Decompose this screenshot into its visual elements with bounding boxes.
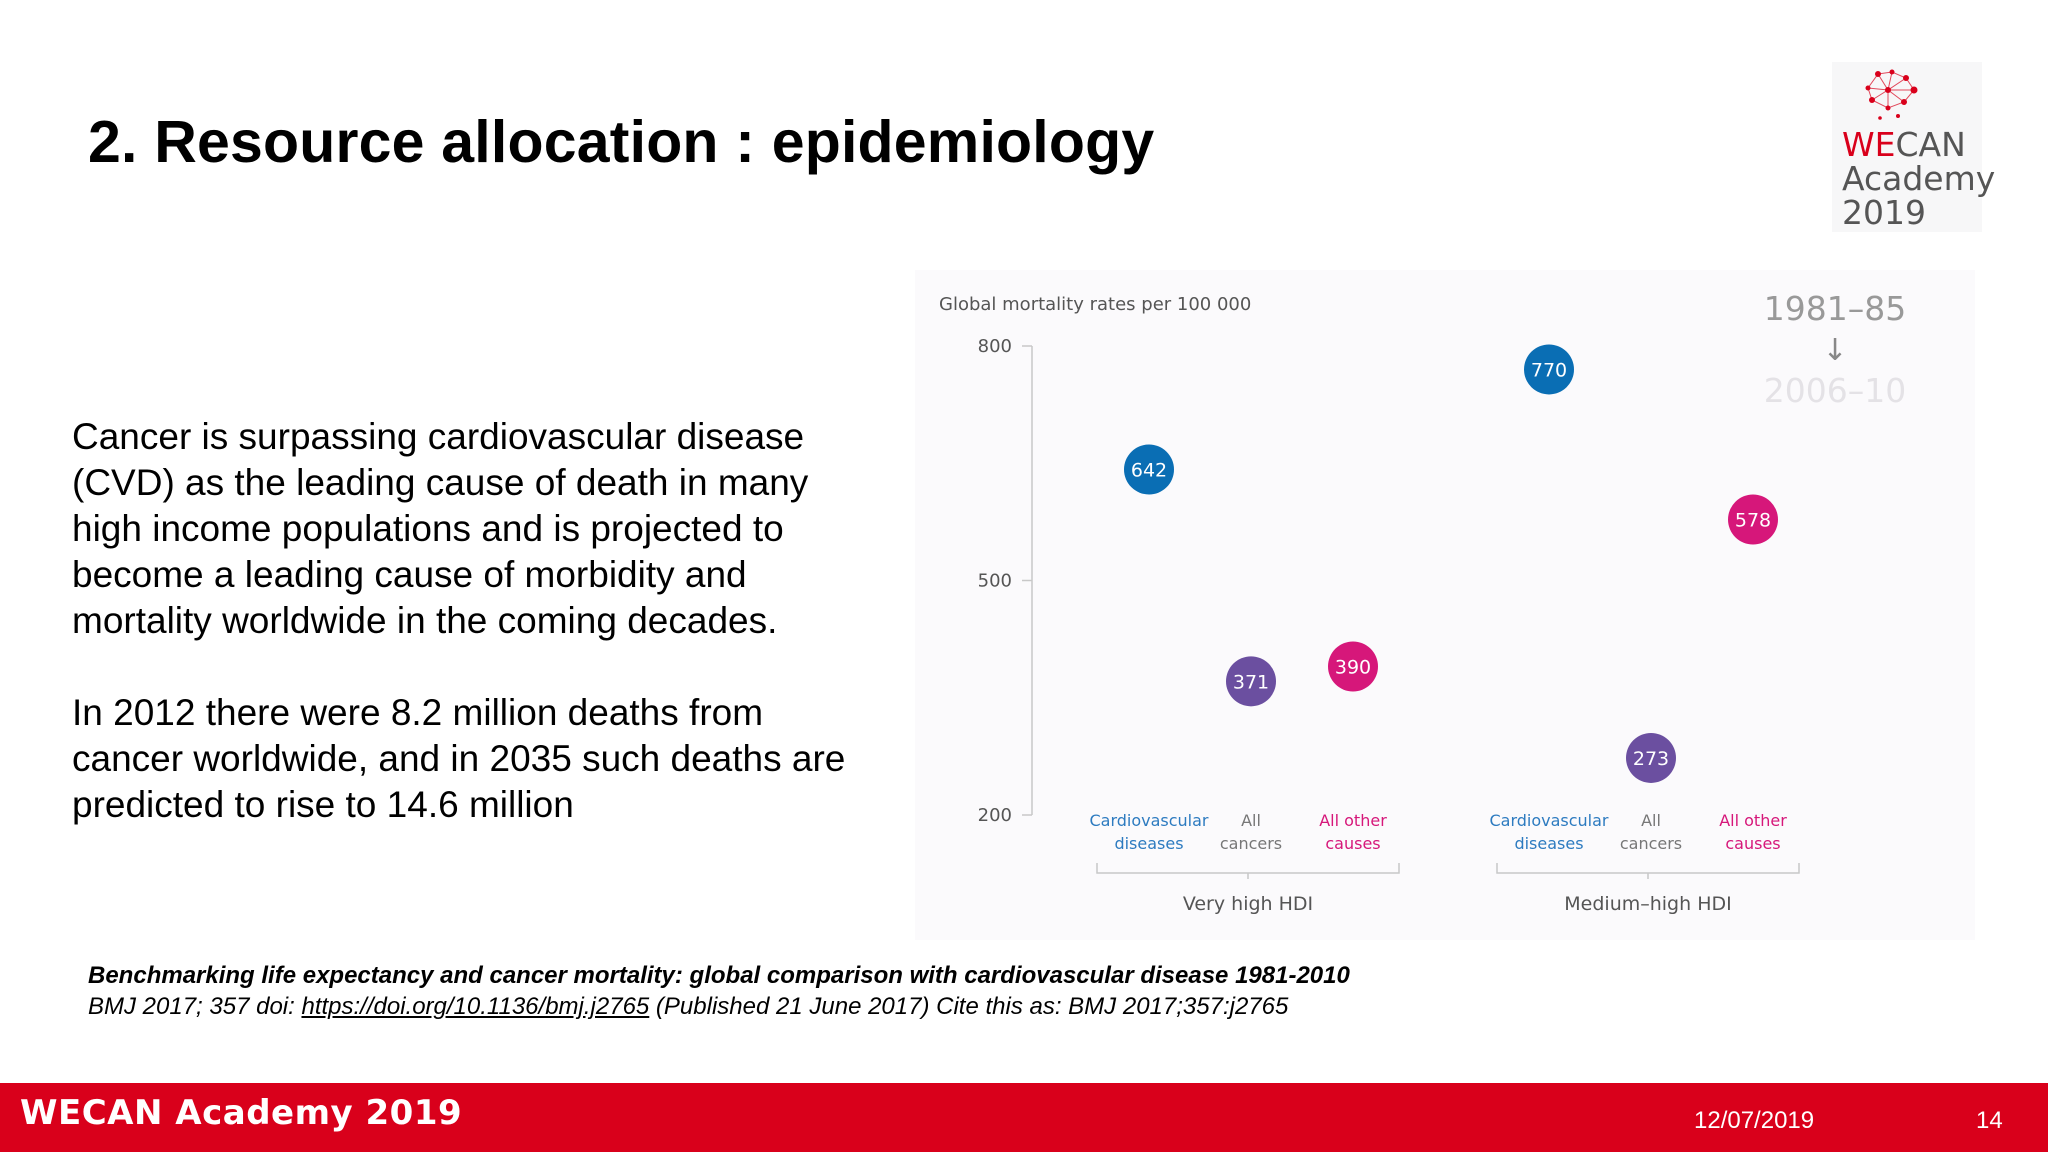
wecan-academy-logo: WECAN Academy 2019 — [1832, 62, 1995, 232]
legend-arrow: ↓ — [1822, 333, 1847, 368]
data-point — [1328, 641, 1378, 692]
category-label: cancers — [1620, 834, 1682, 853]
data-point — [1226, 656, 1276, 707]
group-label: Very high HDI — [1183, 893, 1313, 915]
data-value-label: 578 — [1735, 510, 1771, 532]
data-value-label: 642 — [1131, 460, 1167, 482]
citation-suffix: (Published 21 June 2017) Cite this as: B… — [649, 993, 1289, 1020]
data-point — [1626, 732, 1676, 783]
data-value-label: 273 — [1633, 748, 1669, 770]
category-label: causes — [1325, 834, 1380, 853]
network-logo-icon — [1865, 69, 1918, 120]
footer-page-number: 14 — [1976, 1107, 2003, 1134]
logo-we: WE — [1842, 125, 1896, 164]
citation-prefix: BMJ 2017; 357 doi: — [88, 993, 302, 1020]
category-label: All — [1241, 811, 1261, 830]
data-value-label: 371 — [1233, 671, 1269, 693]
group-bracket — [1496, 863, 1800, 879]
slide-title: 2. Resource allocation : epidemiology — [88, 109, 1155, 175]
category-label: causes — [1725, 834, 1780, 853]
logo-line-2: Academy — [1842, 159, 1996, 198]
citation-title: Benchmarking life expectancy and cancer … — [88, 962, 1350, 989]
mortality-chart-svg: Global mortality rates per 100 000 800 500… — [939, 289, 1906, 915]
logo-line-3: 2019 — [1842, 193, 1926, 232]
body-paragraph-1: Cancer is surpassing cardiovascular dise… — [72, 416, 809, 641]
body-paragraph-2: In 2012 there were 8.2 million deaths fr… — [72, 692, 846, 825]
category-label: Cardiovascular — [1489, 811, 1608, 830]
data-point — [1728, 494, 1778, 545]
y-tick-label: 200 — [978, 805, 1012, 826]
logo-text: WECAN Academy 2019 — [1842, 128, 1995, 230]
citation: Benchmarking life expectancy and cancer … — [88, 960, 1350, 1022]
data-value-label: 390 — [1335, 656, 1371, 678]
mortality-chart: Global mortality rates per 100 000 800 500… — [915, 270, 1975, 940]
legend-period-end: 2006–10 — [1764, 371, 1906, 410]
legend-period-start: 1981–85 — [1764, 289, 1906, 328]
y-tick-label: 500 — [978, 571, 1012, 592]
logo-line-1: WECAN — [1842, 128, 1995, 162]
category-label: Cardiovascular — [1089, 811, 1208, 830]
category-label: All other — [1719, 811, 1787, 830]
category-label: cancers — [1220, 834, 1282, 853]
group-label: Medium–high HDI — [1564, 893, 1731, 915]
category-label: All other — [1319, 811, 1387, 830]
footer-date: 12/07/2019 — [1694, 1107, 1815, 1134]
category-label: All — [1641, 811, 1661, 830]
category-label: diseases — [1114, 834, 1183, 853]
data-point — [1524, 344, 1574, 395]
footer-bar: WECAN Academy 2019 12/07/2019 14 — [0, 1083, 2048, 1152]
y-tick-label: 800 — [978, 336, 1012, 357]
y-axis-label: Global mortality rates per 100 000 — [939, 294, 1251, 315]
data-value-label: 770 — [1531, 359, 1567, 381]
logo-can: CAN — [1895, 125, 1966, 164]
category-label: diseases — [1514, 834, 1583, 853]
group-bracket — [1096, 863, 1400, 879]
data-point — [1124, 444, 1174, 495]
footer-brand: WECAN Academy 2019 — [20, 1093, 463, 1133]
citation-doi-link[interactable]: https://doi.org/10.1136/bmj.j2765 — [301, 993, 650, 1020]
